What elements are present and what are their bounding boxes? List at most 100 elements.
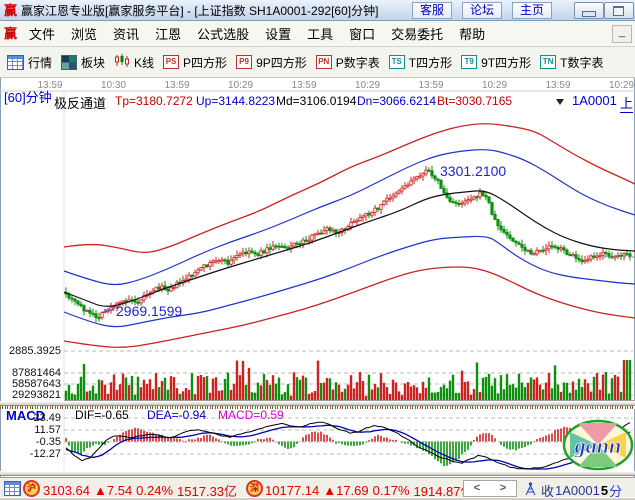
time-tick: 10:29 [481, 80, 508, 91]
title-bar: 赢 赢家江恩专业版[赢家服务平台] - [上证指数 SH1A0001-292[6… [0, 0, 635, 21]
titlebar-button-home[interactable]: 主页 [512, 2, 552, 19]
badge-icon: PS [163, 55, 180, 69]
indicator-param-0: Tp=3180.7272 [115, 94, 193, 108]
titlebar-button-service[interactable]: 客服 [412, 2, 452, 19]
menu-item-5[interactable]: 设置 [265, 27, 292, 42]
indicator-param-3: Dn=3066.6214 [357, 94, 437, 108]
time-tick: 13:59 [291, 80, 317, 91]
toolbar-item-label: 9T四方形 [481, 55, 532, 70]
pane-splitter[interactable] [0, 471, 635, 476]
menu-item-6[interactable]: 工具 [307, 27, 334, 42]
gann-logo: gann [562, 419, 634, 471]
shanghai-market-icon: 沪 [23, 480, 40, 497]
toolbar-item-label: P四方形 [183, 55, 228, 70]
toolbar-item-label: 板块 [81, 55, 106, 70]
sh-change: ▲7.54 [94, 483, 133, 498]
channel-bottom-line [63, 266, 635, 348]
data-link-tower-icon [524, 481, 537, 500]
channel-upper-line [63, 149, 635, 286]
indicator-dropdown-arrow-icon[interactable] [556, 99, 564, 105]
menu-item-1[interactable]: 浏览 [71, 27, 98, 42]
time-tick: 13:59 [37, 80, 63, 91]
window-frame-bottom [0, 497, 635, 500]
toolbar-item-label: K线 [134, 55, 155, 70]
shanghai-index-quote: 3103.64 ▲7.54 0.24% 1517.33亿 [43, 481, 237, 500]
shenzhen-market-icon: 深 [246, 480, 263, 497]
titlebar-button-forum[interactable]: 论坛 [462, 2, 502, 19]
toolbar-item-5[interactable]: PN P数字表 [313, 54, 386, 71]
macd-pane-label: MACD [6, 408, 45, 423]
app-logo-icon: 赢 [4, 26, 18, 41]
channel-mid-line [63, 190, 635, 307]
restore-button[interactable] [604, 2, 634, 19]
restore-icon [613, 6, 624, 16]
time-tick: 10:30 [100, 80, 127, 91]
menu-item-0[interactable]: 文件 [29, 27, 56, 42]
menu-item-4[interactable]: 公式选股 [197, 27, 250, 42]
child-window-minimize-button[interactable]: _ [612, 25, 632, 43]
pane-splitter[interactable] [0, 401, 635, 406]
volume-axis-label: 29293821 [12, 389, 61, 401]
symbol-label: 1A0001 [572, 93, 617, 108]
toolbar-item-7[interactable]: T9 9T四方形 [458, 54, 537, 71]
symbol-link[interactable]: 上 [620, 93, 634, 113]
time-tick: 13:59 [164, 80, 190, 91]
toolbar-item-0[interactable]: 行情 [4, 54, 58, 71]
app-logo-icon: 赢 [4, 2, 18, 18]
shenzhen-index-quote: 10177.14 ▲17.69 0.17% 1914.87亿 [265, 481, 474, 500]
high-annotation: 3301.2100 [440, 163, 507, 179]
macd-axis-label: 11.57 [34, 424, 61, 436]
sz-percent: 0.17% [372, 483, 410, 498]
toolbar-item-label: P数字表 [335, 55, 380, 70]
toolbar-item-label: T四方形 [408, 55, 453, 70]
recv-unit: 分 [609, 484, 623, 499]
toolbar-item-4[interactable]: P9 9P四方形 [233, 54, 313, 71]
toolbar-item-label: 行情 [28, 55, 53, 70]
toolbar-item-1[interactable]: 板块 [58, 54, 111, 71]
macd-readout-2: MACD=0.59 [218, 408, 284, 422]
macd-dea-line [65, 424, 631, 470]
macd-readout-1: DEA=-0.94 [147, 408, 207, 422]
menu-item-9[interactable]: 帮助 [459, 27, 486, 42]
indicator-param-1: Up=3144.8223 [196, 94, 276, 108]
badge-icon: PN [315, 55, 332, 69]
badge-icon: P9 [236, 55, 253, 69]
badge-icon: TN [540, 55, 557, 69]
macd-dif-line [65, 421, 631, 470]
indicator-param-2: Md=3106.0194 [276, 94, 357, 108]
badge-icon: T9 [461, 55, 478, 69]
sh-percent: 0.24% [136, 483, 174, 498]
toolbar-item-3[interactable]: PS P四方形 [160, 54, 233, 71]
recv-count: 5 [600, 483, 609, 498]
menu-item-2[interactable]: 资讯 [113, 27, 140, 42]
minimize-button[interactable] [574, 2, 604, 19]
toolbar-item-2[interactable]: K线 [111, 53, 160, 71]
toolbar-item-8[interactable]: TN T数字表 [537, 54, 609, 71]
quote-table-icon[interactable] [4, 481, 21, 496]
minimize-icon [582, 11, 596, 17]
indicator-param-4: Bt=3030.7165 [437, 94, 513, 108]
volume-series [64, 360, 632, 400]
status-bar: 沪 3103.64 ▲7.54 0.24% 1517.33亿 深 10177.1… [0, 477, 635, 500]
prev-page-button[interactable]: < [473, 482, 481, 494]
period-label: [60]分钟 [4, 90, 52, 105]
menu-item-7[interactable]: 窗口 [349, 27, 376, 42]
low-annotation: 2969.1599 [116, 303, 183, 319]
candlestick-icon [114, 53, 130, 71]
next-page-button[interactable]: > [499, 482, 507, 494]
sz-price: 10177.14 [265, 483, 320, 498]
tick-strip [0, 406, 635, 409]
menu-item-8[interactable]: 交易委托 [391, 27, 444, 42]
menu-bar: 赢 文件 浏览 资讯 江恩 公式选股 设置 工具 窗口 交易委托 帮助 _ [0, 21, 635, 47]
candlestick-series [64, 165, 632, 323]
sz-turnover: 1914.87亿 [413, 484, 474, 499]
time-tick: 13:59 [545, 80, 571, 91]
toolbar: 行情 板块 K线 PS P四方形 P9 9P四方形 PN P数字表 TS T四方形 T9 9T四方形 TN… [0, 47, 635, 78]
channel-top-line [63, 123, 635, 254]
data-receive-status: 收 1A0001 5 分 [541, 481, 622, 500]
time-tick: 10:29 [608, 80, 635, 91]
menu-item-3[interactable]: 江恩 [155, 27, 182, 42]
toolbar-item-6[interactable]: TS T四方形 [386, 54, 458, 71]
